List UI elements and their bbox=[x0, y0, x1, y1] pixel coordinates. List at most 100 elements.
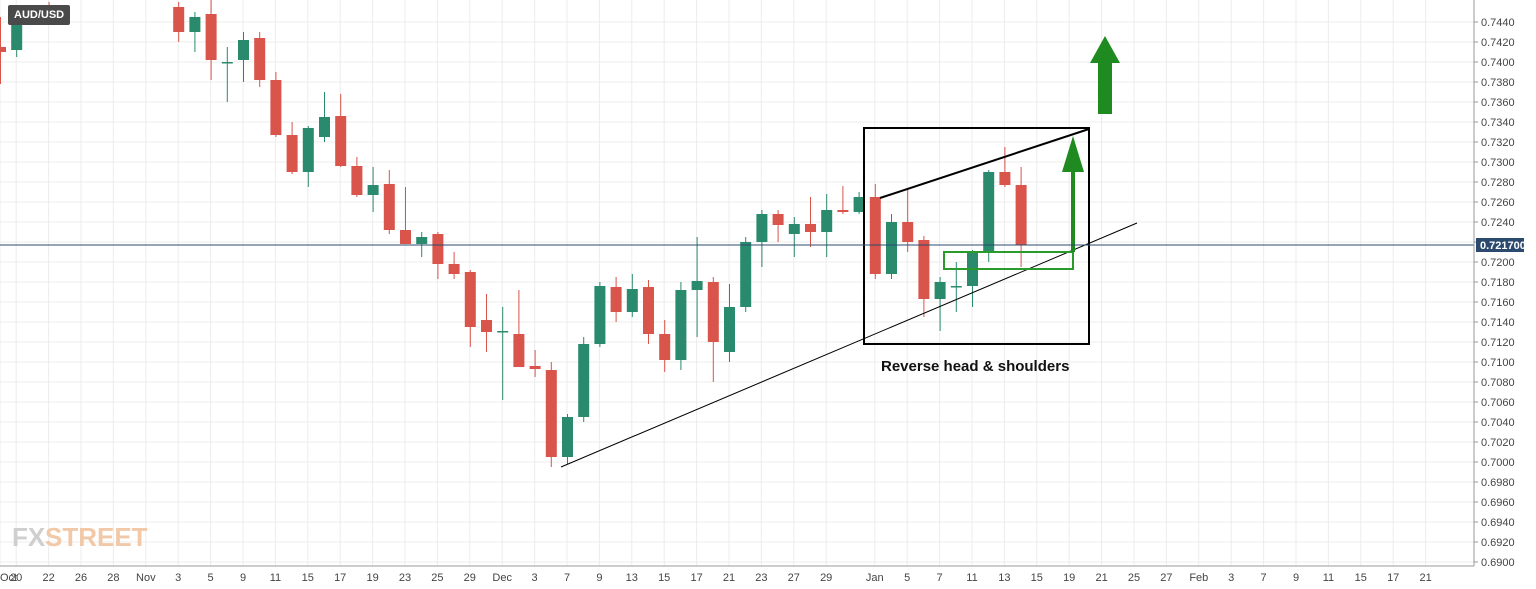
candle-body bbox=[400, 230, 411, 244]
candle-down bbox=[513, 290, 525, 367]
candle-body bbox=[1015, 185, 1027, 245]
candle-body bbox=[221, 62, 233, 64]
candle-up bbox=[675, 282, 687, 370]
y-tick-label: 0.7200 bbox=[1481, 257, 1515, 269]
candle-down bbox=[1015, 167, 1027, 267]
y-tick-label: 0.7380 bbox=[1481, 77, 1515, 89]
candle-body bbox=[772, 214, 784, 225]
y-tick-label: 0.7400 bbox=[1481, 57, 1515, 69]
symbol-badge: AUD/USD bbox=[8, 5, 71, 25]
x-tick-label: 27 bbox=[788, 572, 800, 584]
candle-body bbox=[367, 185, 379, 195]
candle-up bbox=[238, 32, 249, 82]
candle-body bbox=[562, 417, 573, 457]
candle-down bbox=[805, 197, 816, 247]
candle-down bbox=[837, 186, 849, 214]
y-tick-label: 0.6980 bbox=[1481, 477, 1515, 489]
x-tick-label: 21 bbox=[723, 572, 735, 584]
candle-body bbox=[837, 210, 849, 212]
x-tick-label: 23 bbox=[399, 572, 411, 584]
x-tick-label: 7 bbox=[937, 572, 943, 584]
candle-body bbox=[173, 7, 185, 32]
y-tick-label: 0.6960 bbox=[1481, 497, 1515, 509]
candle-body bbox=[902, 222, 914, 242]
candle-down bbox=[173, 1, 185, 42]
candle-body bbox=[11, 17, 23, 50]
candle-body bbox=[869, 197, 881, 274]
candle-up bbox=[578, 337, 590, 422]
bullish-arrow bbox=[1090, 36, 1120, 114]
candle-down bbox=[286, 122, 298, 174]
candle-body bbox=[918, 240, 930, 299]
candle-up bbox=[302, 126, 314, 187]
candle-body bbox=[643, 287, 654, 334]
candle-down bbox=[529, 350, 541, 377]
x-tick-label: Jan bbox=[866, 572, 884, 584]
candle-down bbox=[869, 184, 881, 279]
y-tick-label: 0.7440 bbox=[1481, 17, 1515, 29]
x-tick-label: 21 bbox=[1419, 572, 1431, 584]
x-tick-label: 3 bbox=[1228, 572, 1234, 584]
y-tick-label: 0.7000 bbox=[1481, 457, 1515, 469]
x-tick-label: Nov bbox=[136, 572, 156, 584]
candle-down bbox=[772, 210, 784, 242]
pattern-upper-line bbox=[879, 128, 1090, 199]
candle-down bbox=[545, 362, 557, 467]
x-tick-label: 22 bbox=[42, 572, 54, 584]
candle-up bbox=[821, 194, 833, 257]
candle-up bbox=[886, 214, 897, 279]
candle-down bbox=[902, 190, 914, 252]
pattern-label: Reverse head & shoulders bbox=[881, 358, 1069, 375]
candle-down bbox=[254, 32, 266, 87]
y-tick-label: 0.7180 bbox=[1481, 277, 1515, 289]
x-tick-label: 13 bbox=[626, 572, 638, 584]
x-tick-label: 5 bbox=[208, 572, 214, 584]
candle-body bbox=[578, 344, 590, 417]
candle-body bbox=[999, 172, 1011, 185]
candle-down bbox=[0, 17, 6, 84]
neckline-box bbox=[943, 251, 1074, 270]
y-tick-label: 0.6940 bbox=[1481, 517, 1515, 529]
candle-up bbox=[691, 237, 703, 337]
candle-up bbox=[497, 307, 509, 400]
x-tick-label: 25 bbox=[1128, 572, 1140, 584]
candle-body bbox=[545, 370, 557, 457]
candle-body bbox=[0, 47, 6, 52]
y-axis: 0.6900 0.6920 0.6940 0.6960 0.6980 0.7000 0.70… bbox=[1473, 0, 1515, 569]
candle-up bbox=[221, 47, 233, 102]
x-tick-label: 15 bbox=[302, 572, 314, 584]
target-arrow bbox=[1062, 136, 1084, 252]
x-tick-label: 11 bbox=[270, 572, 281, 584]
y-tick-label: 0.7040 bbox=[1481, 417, 1515, 429]
x-tick-label: 13 bbox=[998, 572, 1010, 584]
annotations: Reverse head & shoulders bbox=[560, 36, 1138, 468]
candle-body bbox=[529, 366, 541, 369]
candle-up bbox=[934, 277, 946, 331]
x-tick-label: 11 bbox=[966, 572, 977, 584]
y-tick-label: 0.7100 bbox=[1481, 357, 1515, 369]
candle-down bbox=[335, 94, 347, 167]
candle-up bbox=[724, 284, 735, 362]
y-tick-label: 0.6920 bbox=[1481, 537, 1515, 549]
candle-down bbox=[448, 252, 460, 279]
x-tick-label: 20 bbox=[10, 572, 22, 584]
candle-up bbox=[788, 217, 800, 257]
candle-up bbox=[967, 250, 978, 307]
candle-body bbox=[497, 331, 509, 333]
y-tick-label: 0.7060 bbox=[1481, 397, 1515, 409]
candle-down bbox=[707, 277, 719, 382]
candle-down bbox=[918, 236, 930, 317]
candle-body bbox=[950, 286, 962, 288]
x-tick-label: 7 bbox=[564, 572, 570, 584]
candle-body bbox=[610, 287, 622, 312]
candle-up bbox=[740, 237, 752, 312]
candle-down bbox=[205, 0, 217, 80]
candle-body bbox=[805, 224, 816, 232]
candle-up bbox=[319, 92, 330, 142]
x-tick-label: 26 bbox=[75, 572, 87, 584]
svg-text:0.721700: 0.721700 bbox=[1480, 240, 1526, 252]
x-tick-label: 11 bbox=[1323, 572, 1334, 584]
x-tick-label: 29 bbox=[464, 572, 476, 584]
